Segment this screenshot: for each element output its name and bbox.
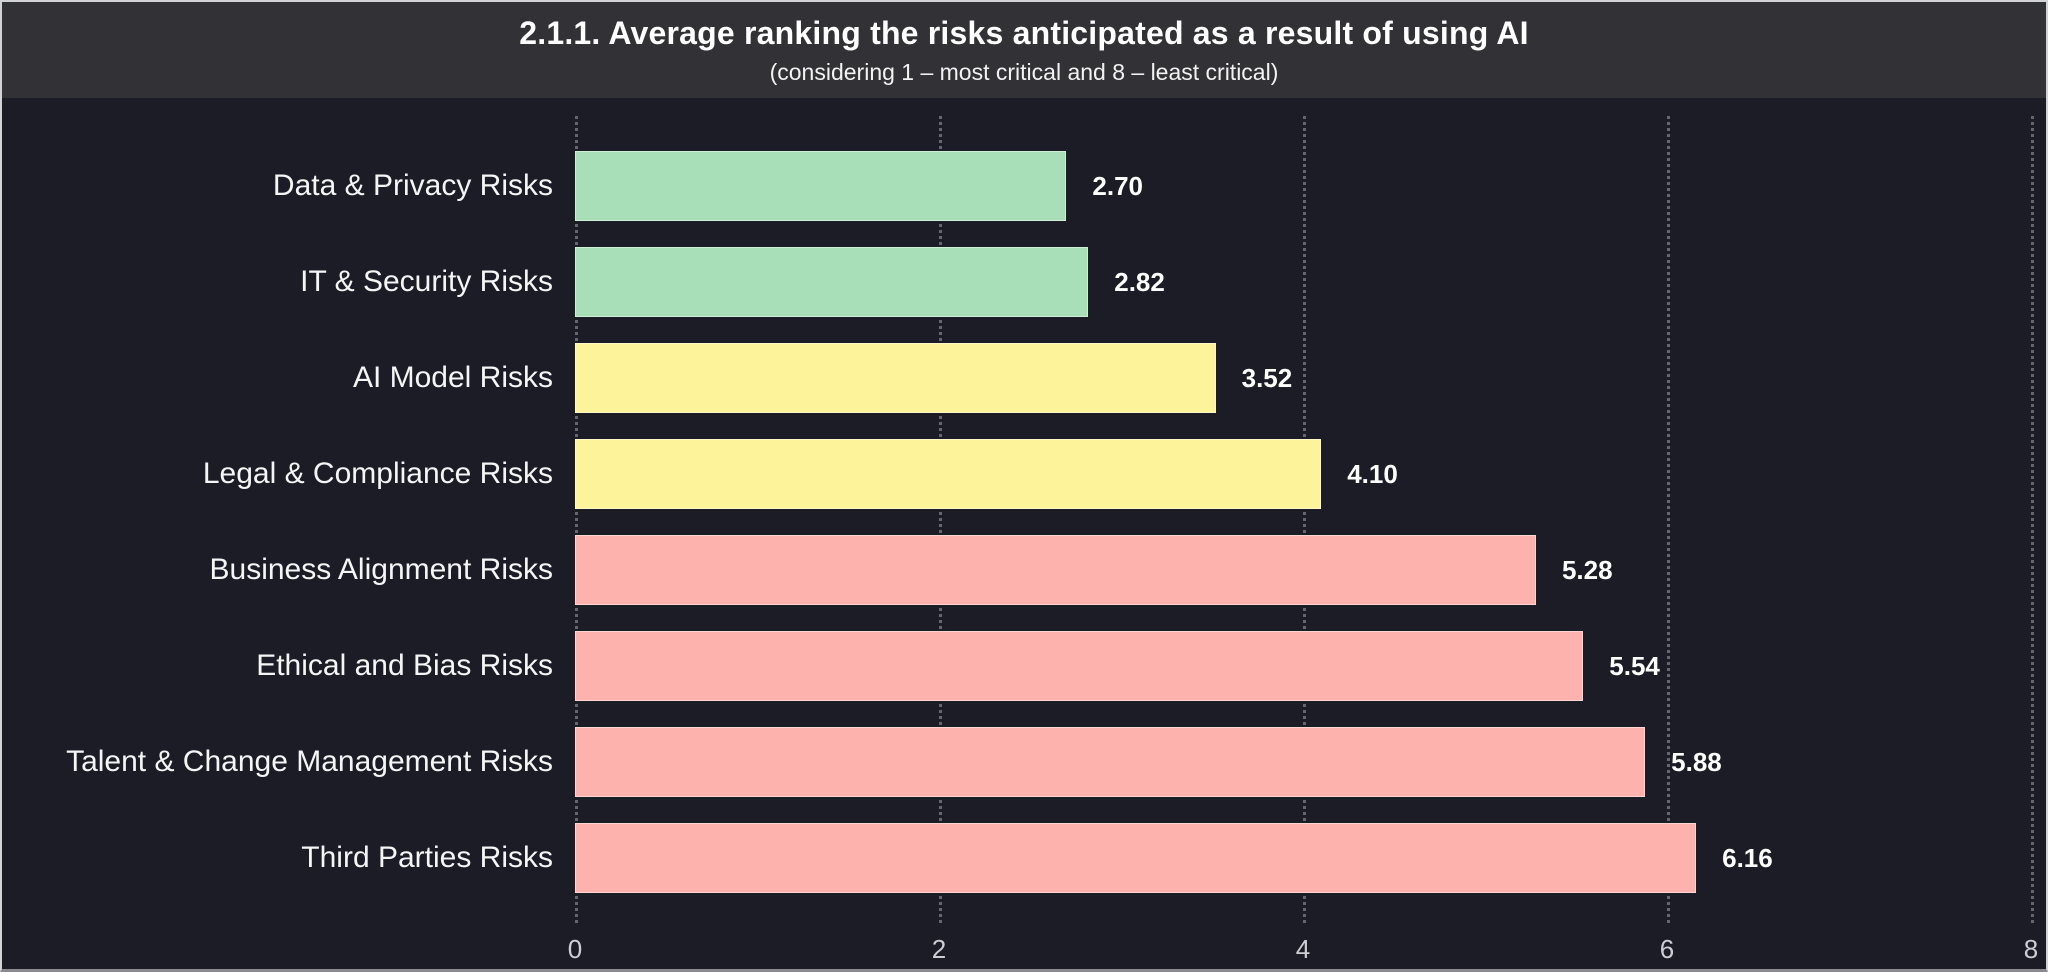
x-gridline (1303, 116, 1306, 923)
x-gridline (1667, 116, 1670, 923)
bar[interactable] (575, 535, 1536, 605)
value-label: 5.88 (1671, 746, 1722, 777)
chart-row: Talent & Change Management Risks 5.88 (2, 714, 2046, 810)
bar[interactable] (575, 823, 1697, 893)
value-label: 5.28 (1561, 554, 1613, 585)
x-tick-label: 6 (1659, 934, 1675, 964)
bar[interactable] (575, 151, 1067, 221)
category-label: Business Alignment Risks (209, 553, 553, 586)
bar[interactable] (575, 247, 1089, 317)
x-gridline (939, 116, 942, 923)
value-label: 3.52 (1241, 362, 1293, 393)
x-gridline (575, 116, 578, 923)
x-gridline (2031, 116, 2034, 923)
chart-row: AI Model Risks 3.52 (2, 330, 2046, 426)
bar[interactable] (575, 727, 1646, 797)
value-label: 5.54 (1609, 650, 1660, 681)
x-tick-label: 2 (931, 934, 947, 964)
x-tick-label: 0 (567, 934, 583, 964)
x-tick-label: 8 (2023, 934, 2039, 964)
category-label: Legal & Compliance Risks (202, 457, 553, 490)
category-label: Data & Privacy Risks (272, 169, 553, 202)
value-label: 6.16 (1722, 842, 1773, 873)
value-label: 2.82 (1114, 266, 1165, 297)
chart-row: Ethical and Bias Risks 5.54 (2, 618, 2046, 714)
chart-row: Third Parties Risks 6.16 (2, 810, 2046, 906)
x-tick-label: 4 (1295, 934, 1311, 964)
chart-subtitle: (considering 1 – most critical and 8 – l… (769, 58, 1279, 85)
category-label: Ethical and Bias Risks (256, 649, 553, 682)
category-label: AI Model Risks (352, 361, 553, 394)
category-label: IT & Security Risks (300, 265, 553, 298)
value-label: 4.10 (1347, 458, 1398, 489)
category-label: Talent & Change Management Risks (66, 745, 553, 778)
bar[interactable] (575, 631, 1584, 701)
chart-row: Legal & Compliance Risks 4.10 (2, 426, 2046, 522)
chart-row: IT & Security Risks 2.82 (2, 234, 2046, 330)
category-label: Third Parties Risks (301, 841, 553, 874)
chart-title: 2.1.1. Average ranking the risks anticip… (519, 14, 1529, 51)
chart-row: Data & Privacy Risks 2.70 (2, 138, 2046, 234)
chart-row: Business Alignment Risks 5.28 (2, 522, 2046, 618)
bar-rows: Data & Privacy Risks 2.70 IT & Security Ri… (2, 138, 2046, 906)
chart-header: 2.1.1. Average ranking the risks anticip… (2, 2, 2046, 98)
bar[interactable] (575, 343, 1216, 413)
bar-chart: 0 2 4 6 8 Data & Privacy Risks 2.70 IT & Securi… (2, 98, 2046, 969)
value-label: 2.70 (1092, 170, 1143, 201)
bar[interactable] (575, 439, 1322, 509)
